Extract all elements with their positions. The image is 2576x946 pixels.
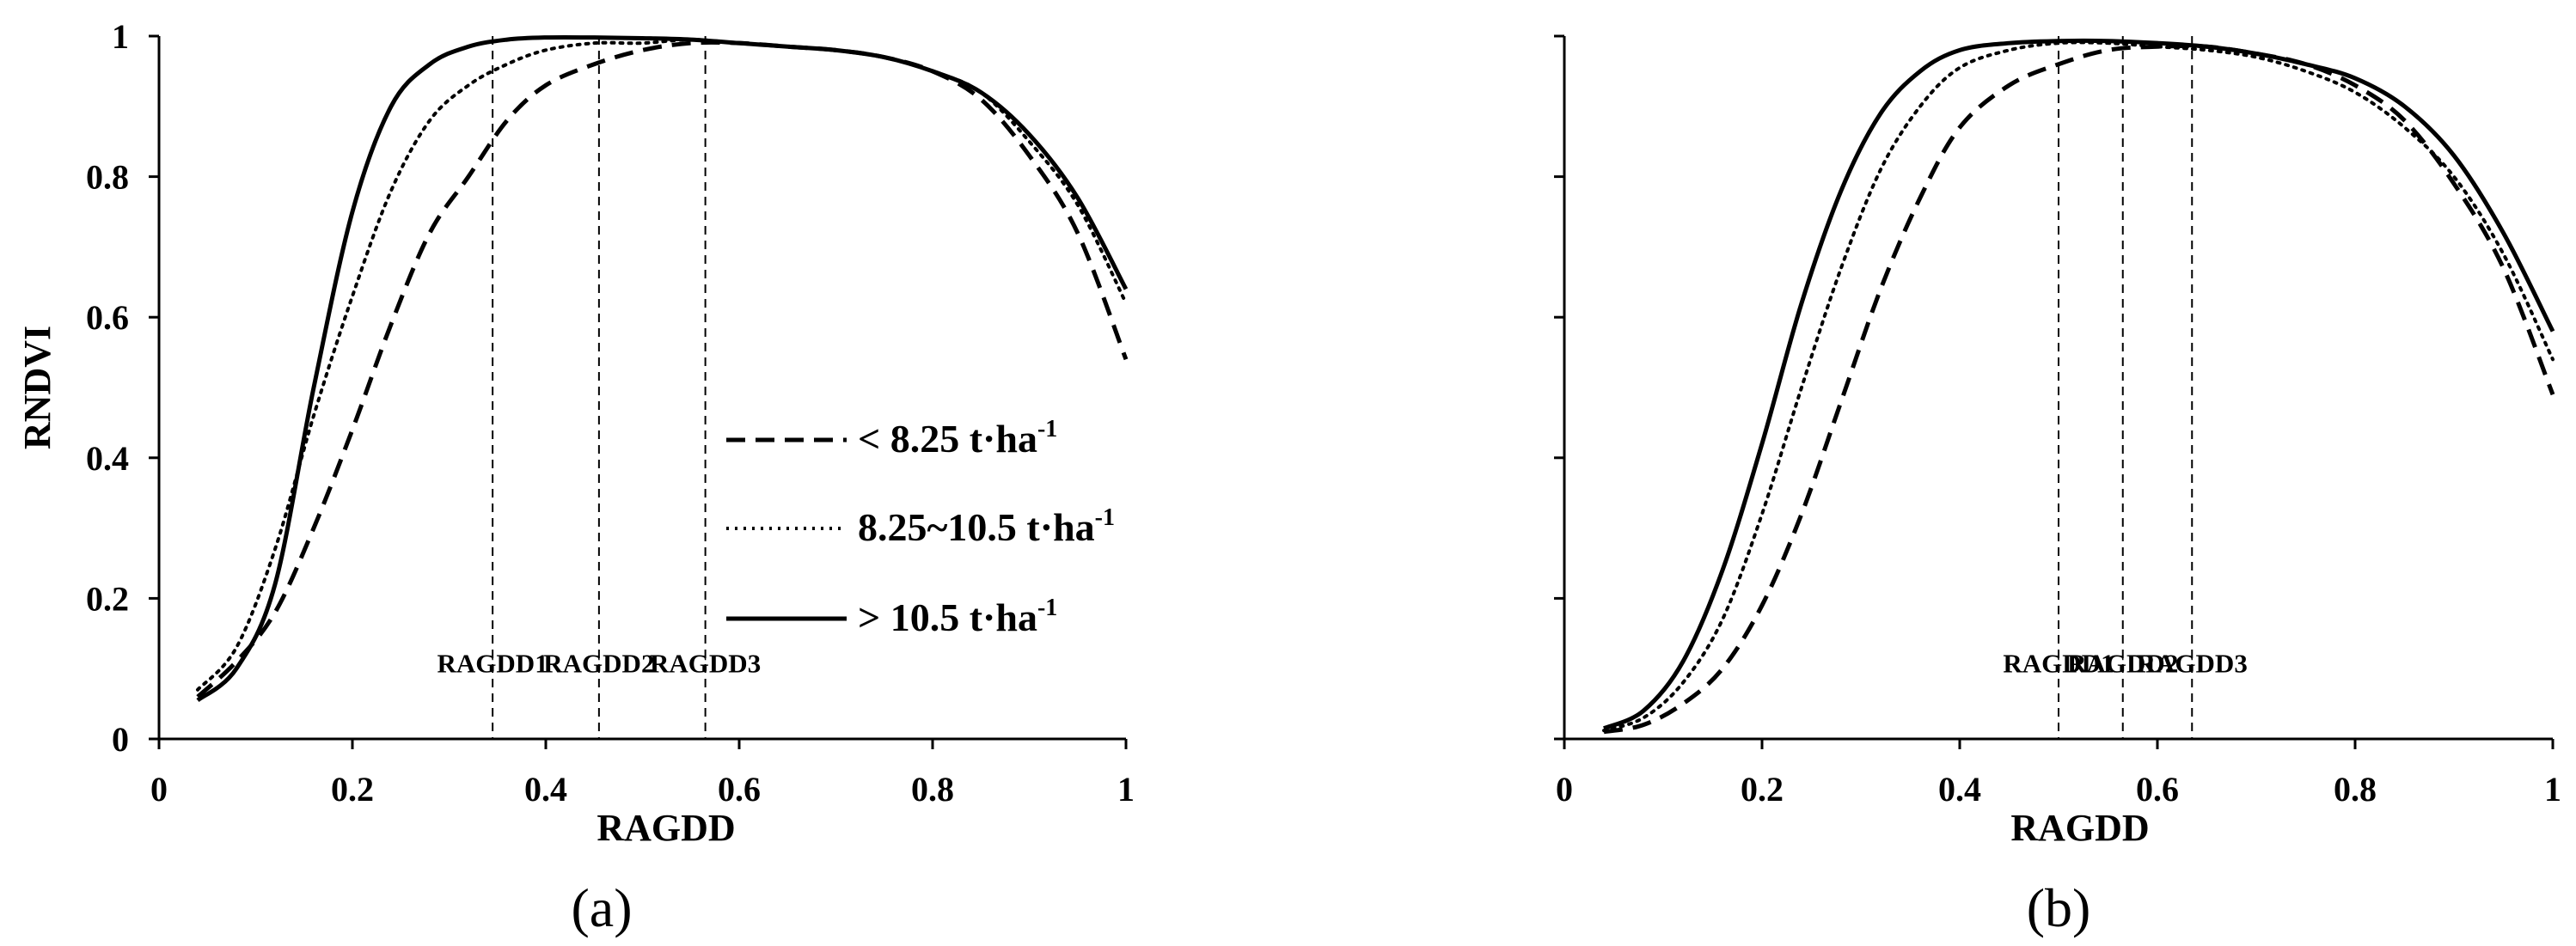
x-axis-label-a: RAGDD (597, 807, 735, 849)
series-line-solid (1602, 38, 2555, 731)
y-tick-label: 0.4 (86, 439, 129, 478)
marker-label-ragdd2: RAGDD2 (543, 648, 654, 678)
marker-label-ragdd3: RAGDD3 (2137, 648, 2248, 678)
x-tick-label: 0.2 (1741, 770, 1784, 809)
series-line-dotted (196, 38, 1128, 692)
x-axis-label-b: RAGDD (2010, 807, 2149, 849)
plot-area-a: 0 0.2 0.4 0.6 0.8 1 0 0.2 0.4 0.6 0.8 1 RAGDD1RAGDD2… (86, 17, 1135, 809)
y-axis-label-a: RNDVI (16, 326, 58, 449)
x-tick-label: 0.6 (718, 770, 761, 809)
marker-label-ragdd2: RAGDD2 (2067, 648, 2178, 678)
legend-entry-solid: > 10.5 t·ha-1 (726, 595, 1057, 639)
x-tick-label: 0.4 (524, 770, 567, 809)
x-tick-label: 0.2 (331, 770, 374, 809)
legend-entry-dashed: < 8.25 t·ha-1 (726, 416, 1057, 461)
legend-label-solid: > 10.5 t·ha-1 (858, 595, 1057, 639)
x-tick-label: 0 (1556, 770, 1573, 809)
x-tick-label: 0 (150, 770, 168, 809)
series-line-dotted (1602, 40, 2555, 733)
x-tick-label: 1 (1117, 770, 1135, 809)
y-tick-label: 0 (112, 720, 129, 759)
y-tick-label: 0.8 (86, 158, 129, 197)
x-tick-label: 0.8 (2334, 770, 2377, 809)
marker-label-ragdd1: RAGDD1 (2003, 648, 2114, 678)
panel-label-a: (a) (571, 877, 632, 938)
x-tick-label: 0.4 (1938, 770, 1981, 809)
x-tick-label: 0.8 (911, 770, 954, 809)
x-tick-label: 0.6 (2136, 770, 2179, 809)
marker-label-ragdd1: RAGDD1 (437, 648, 548, 678)
y-tick-label: 0.2 (86, 579, 129, 618)
legend-label-dotted: 8.25~10.5 t·ha-1 (858, 504, 1115, 549)
series-line-solid (196, 34, 1129, 703)
y-tick-label: 0.6 (86, 298, 129, 337)
x-tick-label: 1 (2544, 770, 2561, 809)
series-line-dashed (196, 40, 1129, 699)
panel-label-b: (b) (2027, 877, 2091, 938)
chart-panel-a: 0 0.2 0.4 0.6 0.8 1 0 0.2 0.4 0.6 0.8 1 RAGDD1RAGDD2… (16, 17, 1135, 938)
legend-entry-dotted: 8.25~10.5 t·ha-1 (726, 504, 1115, 549)
y-tick-label: 1 (112, 17, 129, 56)
marker-label-ragdd3: RAGDD3 (650, 648, 761, 678)
legend-a: < 8.25 t·ha-1 8.25~10.5 t·ha-1 > 10.5 t·… (726, 416, 1115, 639)
legend-label-dashed: < 8.25 t·ha-1 (858, 416, 1057, 461)
series-line-dashed (1603, 43, 2555, 735)
